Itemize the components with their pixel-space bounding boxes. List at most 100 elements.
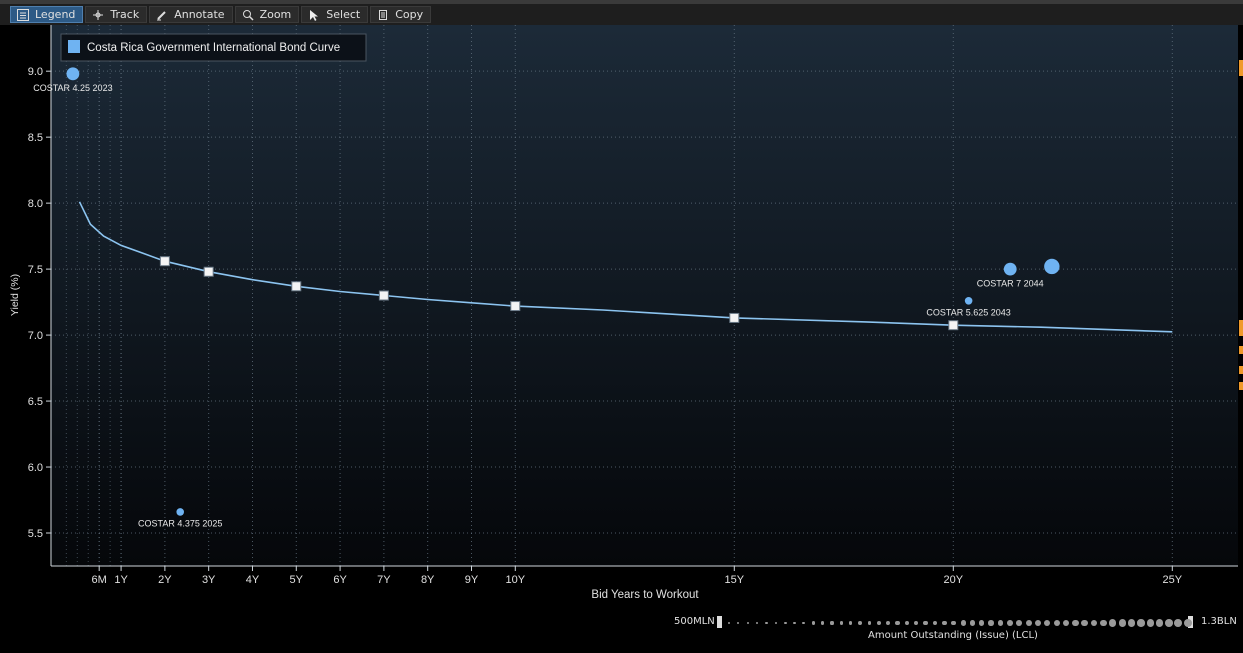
edge-marker <box>1239 366 1243 374</box>
x-tick-label: 6M <box>92 574 107 586</box>
slider-dot <box>951 620 957 626</box>
legend-button-label: Legend <box>35 8 76 21</box>
x-tick-label: 7Y <box>377 574 391 586</box>
y-tick-label: 6.0 <box>28 462 43 474</box>
y-tick-label: 7.0 <box>28 330 43 342</box>
curve-node-marker <box>203 266 214 277</box>
edge-marker <box>1239 60 1243 76</box>
select-button-label: Select <box>326 8 361 21</box>
slider-dot <box>1165 619 1173 627</box>
slider-dot <box>1016 620 1023 626</box>
bond-point <box>1003 262 1017 276</box>
y-tick-label: 7.5 <box>28 264 43 276</box>
slider-dot <box>858 621 862 625</box>
track-button[interactable]: Track <box>85 6 148 23</box>
slider-dot <box>1062 619 1070 627</box>
slider-dot <box>755 621 759 625</box>
slider-dot <box>783 621 787 625</box>
legend[interactable]: Costa Rica Government International Bond… <box>60 33 367 62</box>
x-tick-label: 8Y <box>421 574 435 586</box>
annotate-button-label: Annotate <box>174 8 225 21</box>
slider-dot <box>1146 619 1154 627</box>
annotate-button[interactable]: Annotate <box>149 6 233 23</box>
slider-dot <box>969 620 975 626</box>
bond-curve-line <box>78 201 1173 333</box>
slider-dot <box>941 620 947 626</box>
x-axis-title: Bid Years to Workout <box>591 589 699 601</box>
y-tick-label: 8.5 <box>28 132 43 144</box>
slider-dot <box>867 621 872 625</box>
slider-dot <box>1044 619 1051 627</box>
x-tick-label: 6Y <box>333 574 347 586</box>
slider-dot <box>1100 619 1107 627</box>
chart-toolbar: Legend Track Annotate Zoom Select Copy <box>0 0 1243 25</box>
edge-marker <box>1239 320 1243 336</box>
bond-label: COSTAR 5.625 2043 <box>926 308 1010 318</box>
slider-dot <box>821 621 825 625</box>
slider-dot <box>1137 619 1145 627</box>
slider-dot <box>914 620 919 626</box>
slider-dot <box>886 620 891 626</box>
axes: 5.5 6.0 6.5 7.0 7.5 8.0 8.5 9.0 6M 1Y 2Y 3Y 4Y 5Y 6Y 7Y… <box>28 25 1238 586</box>
slider-dot <box>1053 619 1060 627</box>
slider-dot <box>830 621 834 625</box>
bond-label: COSTAR 4.375 2025 <box>138 519 222 529</box>
slider-max-label: 1.3BLN <box>1201 616 1237 627</box>
slider-dot <box>1034 619 1041 626</box>
slider-dot <box>746 621 749 625</box>
curve-node-marker <box>378 290 389 301</box>
slider-dot <box>932 620 938 626</box>
slider-dot <box>728 622 730 624</box>
x-tick-label: 1Y <box>114 574 128 586</box>
slider-dot <box>1090 619 1098 627</box>
slider-min-handle[interactable] <box>717 616 722 628</box>
chart-svg[interactable]: 5.5 6.0 6.5 7.0 7.5 8.0 8.5 9.0 6M 1Y 2Y 3Y 4Y 5Y 6Y 7Y… <box>0 25 1243 649</box>
track-button-label: Track <box>110 8 140 21</box>
edge-marker <box>1239 346 1243 354</box>
slider-dot <box>923 620 928 626</box>
bond-label: COSTAR 4.25 2023 <box>33 83 112 93</box>
x-tick-label: 4Y <box>246 574 260 586</box>
slider-dot <box>1183 619 1192 627</box>
slider-dot <box>960 620 966 626</box>
legend-button[interactable]: Legend <box>10 6 84 23</box>
x-tick-label: 2Y <box>158 574 172 586</box>
legend-swatch <box>68 40 80 53</box>
pencil-icon <box>156 9 168 21</box>
x-tick-label: 10Y <box>505 574 525 586</box>
copy-icon <box>377 9 389 21</box>
slider-dot <box>1127 619 1136 627</box>
slider-dot <box>737 621 740 625</box>
x-tick-label: 9Y <box>465 574 479 586</box>
zoom-button-label: Zoom <box>259 8 292 21</box>
slider-dot <box>979 620 985 626</box>
copy-button-label: Copy <box>395 8 424 21</box>
slider-dot <box>811 621 815 625</box>
y-tick-label: 9.0 <box>28 66 43 78</box>
copy-button[interactable]: Copy <box>370 6 432 23</box>
legend-icon <box>17 8 29 21</box>
edge-marker <box>1239 382 1243 390</box>
slider-dot <box>765 621 768 625</box>
bond-point <box>176 508 185 516</box>
curve-node-marker <box>291 281 302 292</box>
slider-caption: Amount Outstanding (Issue) (LCL) <box>868 630 1038 641</box>
curve-node-marker <box>948 320 959 331</box>
bond-point <box>964 296 973 305</box>
slider-dot <box>997 620 1004 626</box>
zoom-button[interactable]: Zoom <box>234 6 300 23</box>
slider-dot <box>904 620 909 626</box>
curve-layer <box>78 201 1173 333</box>
slider-dot <box>895 620 900 626</box>
select-button[interactable]: Select <box>301 6 369 23</box>
y-axis-title: Yield (%) <box>9 274 21 316</box>
y-tick-label: 5.5 <box>28 528 43 540</box>
y-tick-label: 8.0 <box>28 198 43 210</box>
slider-dot <box>774 621 778 625</box>
amount-outstanding-slider[interactable] <box>717 616 1193 628</box>
x-tick-label: 25Y <box>1163 574 1183 586</box>
cursor-icon <box>308 9 320 21</box>
slider-dot <box>1155 619 1164 627</box>
slider-dot <box>1025 620 1032 626</box>
slider-dot <box>876 621 881 625</box>
